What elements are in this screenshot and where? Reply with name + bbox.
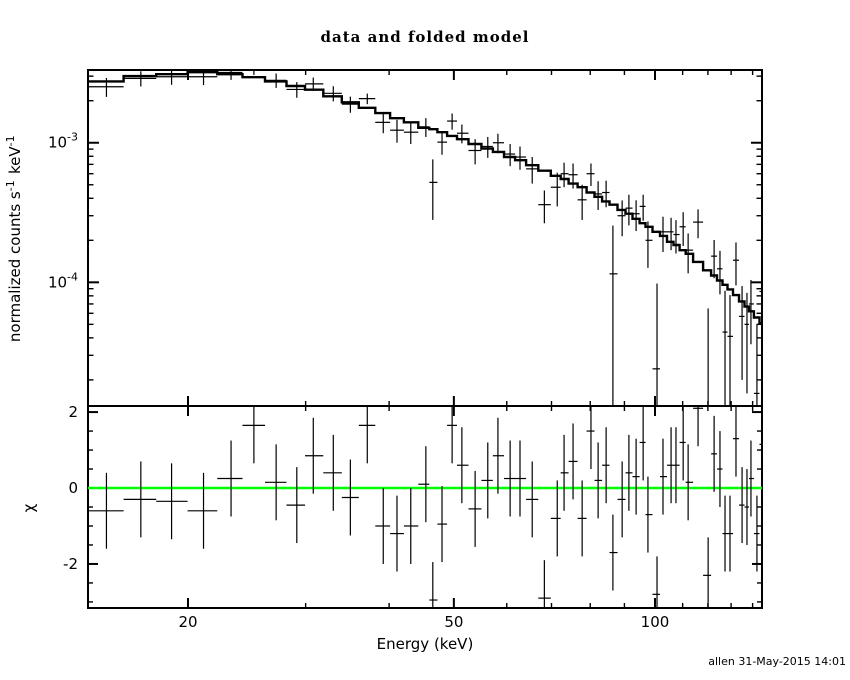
folded-model-line — [88, 71, 762, 325]
x-axis-label: Energy (keV) — [377, 635, 474, 653]
x-tick-label: 20 — [178, 613, 197, 631]
plot-timestamp: allen 31-May-2015 14:01 — [708, 655, 846, 668]
chart-title: data and folded model — [321, 28, 530, 46]
y-tick-label: 10-4 — [48, 270, 78, 291]
chi-tick-label: 2 — [68, 403, 78, 421]
y-axis-label-chi: χ — [20, 503, 38, 512]
chi-tick-label: 0 — [68, 479, 78, 497]
y-tick-label: 10-3 — [48, 131, 78, 152]
y-axis-label-counts: normalized counts s-1 keV-1 — [4, 134, 24, 342]
residuals-panel-frame — [87, 405, 763, 609]
spectrum-panel-frame — [87, 69, 763, 407]
x-tick-label: 100 — [641, 613, 670, 631]
chi-tick-label: -2 — [63, 555, 78, 573]
x-tick-label: 50 — [444, 613, 463, 631]
